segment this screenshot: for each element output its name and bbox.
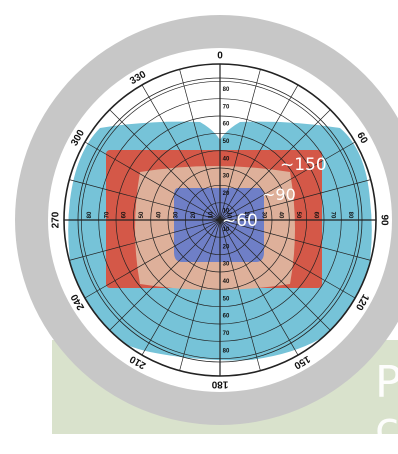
grid-spoke <box>69 179 221 221</box>
radial-label: 30 <box>260 212 266 219</box>
angle-label-60: 60 <box>354 131 369 147</box>
radial-label: 80 <box>223 87 230 93</box>
grid-spoke <box>219 141 356 221</box>
grid-spoke <box>84 219 221 299</box>
region-label-90: ~90 <box>262 185 296 204</box>
angle-label-0: 0 <box>217 51 223 62</box>
radial-label: 70 <box>104 211 110 218</box>
angle-label-180: 180 <box>211 378 228 389</box>
radial-label: 50 <box>139 211 145 218</box>
angle-label-90: 90 <box>378 214 389 226</box>
radial-label: 80 <box>87 211 93 218</box>
grid-spoke <box>219 179 371 221</box>
grid-spoke <box>219 219 261 371</box>
grid-spoke <box>109 219 221 331</box>
radial-label: 80 <box>347 212 353 219</box>
radial-label: 40 <box>278 212 284 219</box>
grid-spoke <box>219 84 299 221</box>
angle-label-270: 270 <box>51 211 62 228</box>
radial-label: 50 <box>223 139 230 145</box>
grid-spoke <box>219 219 356 299</box>
grid-spoke <box>219 109 331 221</box>
radial-label: 70 <box>223 104 230 110</box>
grid-spoke <box>219 69 261 221</box>
grid-spoke <box>219 219 331 331</box>
radial-label: 30 <box>174 211 180 218</box>
chart-border <box>63 63 377 377</box>
tick-ring <box>77 77 363 363</box>
grid-spoke <box>109 109 221 221</box>
region-label-150: ~150 <box>280 155 327 175</box>
grid-spoke <box>141 219 221 356</box>
radial-label: 70 <box>223 331 230 337</box>
polar-grid <box>64 64 376 376</box>
grid-spoke <box>179 69 221 221</box>
radial-label: 20 <box>243 212 249 219</box>
radial-label: 40 <box>223 279 230 285</box>
radial-label: 60 <box>223 122 230 128</box>
grid-spoke <box>69 219 221 261</box>
radial-label: 10 <box>208 211 214 218</box>
radial-label: 70 <box>330 212 336 219</box>
radial-label: 10 <box>223 227 230 233</box>
radial-label: 30 <box>223 262 230 268</box>
region-label-60: ~60 <box>222 211 258 231</box>
radial-label: 20 <box>191 211 197 218</box>
radial-label: 80 <box>223 348 230 354</box>
radial-label: 60 <box>312 212 318 219</box>
radial-label: 60 <box>122 211 128 218</box>
radial-label: 20 <box>223 244 230 250</box>
radial-label: 50 <box>295 212 301 219</box>
radial-label: 60 <box>223 314 230 320</box>
radial-label: 30 <box>223 174 230 180</box>
radial-labels: 80 80 80 80 70 70 70 70 60 60 60 60 50 50 50 50 40 40 40 40… <box>87 87 353 354</box>
grid-spoke <box>219 219 371 261</box>
grid-spoke <box>219 219 299 356</box>
grid-spoke <box>179 219 221 371</box>
radial-label: 10 <box>223 208 230 214</box>
radial-label: 10 <box>226 212 232 219</box>
grid-spoke <box>141 84 221 221</box>
grid-spoke <box>84 141 221 221</box>
radial-label: 20 <box>223 191 230 197</box>
radial-label: 40 <box>156 211 162 218</box>
radial-label: 40 <box>223 156 230 162</box>
radial-label: 50 <box>223 296 230 302</box>
